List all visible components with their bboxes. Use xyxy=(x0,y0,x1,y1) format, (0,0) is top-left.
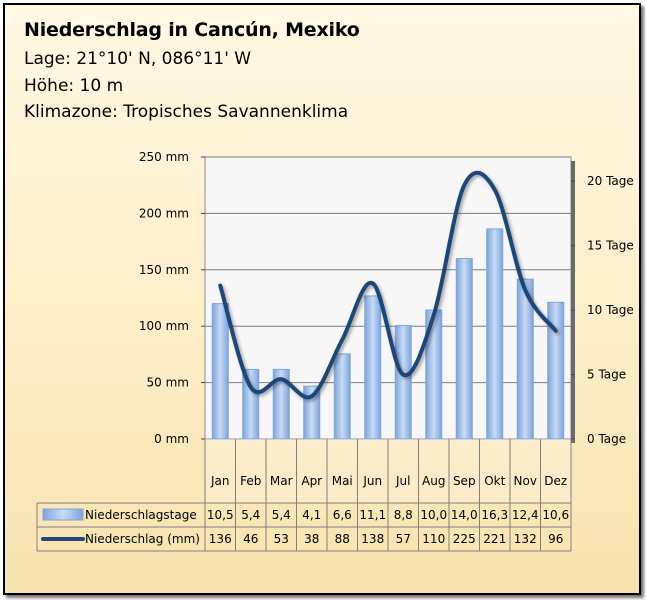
chart-title: Niederschlag in Cancún, Mexiko xyxy=(24,19,360,41)
data-label-niederschlagstage: 6,6 xyxy=(333,508,352,522)
data-label-niederschlagstage: 4,1 xyxy=(302,508,321,522)
data-label-niederschlag: 46 xyxy=(243,532,258,546)
data-label-niederschlag: 221 xyxy=(483,532,506,546)
x-tick-label: Aug xyxy=(422,474,445,488)
data-label-niederschlagstage: 5,4 xyxy=(241,508,260,522)
x-tick-label: Apr xyxy=(301,474,322,488)
data-label-niederschlagstage: 5,4 xyxy=(272,508,291,522)
x-tick-label: Jul xyxy=(395,474,410,488)
y-left-tick-label: 0 mm xyxy=(154,432,189,446)
bar-niederschlagstage xyxy=(547,301,565,440)
data-label-niederschlagstage: 11,1 xyxy=(359,508,386,522)
data-label-niederschlag: 225 xyxy=(453,532,476,546)
line-niederschlag xyxy=(218,170,558,400)
bar-niederschlagstage xyxy=(242,368,260,440)
x-tick-label: Sep xyxy=(453,474,476,488)
data-label-niederschlag: 138 xyxy=(361,532,384,546)
legend-bar-key xyxy=(42,508,84,521)
data-label-niederschlag: 38 xyxy=(304,532,319,546)
y-right-tick-label: 10 Tage xyxy=(587,303,634,317)
legend-label-niederschlagstage: Niederschlagstage xyxy=(85,508,197,522)
data-label-niederschlagstage: 10,5 xyxy=(207,508,234,522)
bar-niederschlagstage xyxy=(394,325,412,440)
data-label-niederschlag: 110 xyxy=(422,532,445,546)
bar-niederschlagstage xyxy=(272,368,290,440)
data-label-niederschlagstage: 10,6 xyxy=(542,508,569,522)
climate-zone-text: Klimazone: Tropisches Savannenklima xyxy=(24,102,349,122)
elevation-text: Höhe: 10 m xyxy=(24,76,124,96)
bar-niederschlagstage xyxy=(211,303,229,440)
y-right-tick-label: 15 Tage xyxy=(587,239,634,253)
plot-area xyxy=(204,156,572,440)
y-right-tick-label: 5 Tage xyxy=(587,368,626,382)
x-tick-label: Dez xyxy=(544,474,567,488)
plot-area-shadow xyxy=(571,161,575,443)
y-right-tick-label: 20 Tage xyxy=(587,174,634,188)
x-tick-label: Jan xyxy=(210,474,230,488)
y-left-tick-label: 250 mm xyxy=(139,150,189,164)
y-left-tick-label: 200 mm xyxy=(139,206,189,220)
bar-niederschlagstage xyxy=(516,278,534,440)
data-label-niederschlagstage: 12,4 xyxy=(512,508,539,522)
data-label-niederschlag: 132 xyxy=(514,532,537,546)
y-left-tick-label: 50 mm xyxy=(147,376,189,390)
bar-niederschlagstage xyxy=(486,228,504,440)
x-tick-label: Feb xyxy=(240,474,261,488)
location-text: Lage: 21°10' N, 086°11' W xyxy=(24,49,252,69)
data-label-niederschlagstage: 16,3 xyxy=(481,508,508,522)
x-tick-label: Mai xyxy=(332,474,353,488)
x-tick-label: Mar xyxy=(270,474,293,488)
y-left-tick-label: 100 mm xyxy=(139,319,189,333)
legend-label-niederschlag: Niederschlag (mm) xyxy=(85,532,200,546)
bar-niederschlagstage xyxy=(333,353,351,440)
precipitation-chart: 0 mm 50 mm 100 mm 150 mm 200 mm 250 mm 0 Tage 5… xyxy=(36,150,634,552)
data-label-niederschlag: 136 xyxy=(209,532,232,546)
data-label-niederschlag: 57 xyxy=(396,532,411,546)
x-tick-label: Nov xyxy=(514,474,537,488)
chart-frame: Niederschlag in Cancún, Mexiko Lage: 21°… xyxy=(3,3,641,595)
data-label-niederschlagstage: 10,0 xyxy=(420,508,447,522)
y-right-tick-label: 0 Tage xyxy=(587,432,626,446)
data-label-niederschlag: 96 xyxy=(548,532,563,546)
bar-niederschlagstage xyxy=(364,295,382,440)
y-left-tick-label: 150 mm xyxy=(139,263,189,277)
data-label-niederschlag: 88 xyxy=(335,532,350,546)
x-tick-label: Jun xyxy=(362,474,382,488)
data-label-niederschlagstage: 14,0 xyxy=(451,508,478,522)
x-tick-label: Okt xyxy=(484,474,505,488)
bar-niederschlagstage xyxy=(455,258,473,440)
data-label-niederschlag: 53 xyxy=(274,532,289,546)
data-label-niederschlagstage: 8,8 xyxy=(394,508,413,522)
